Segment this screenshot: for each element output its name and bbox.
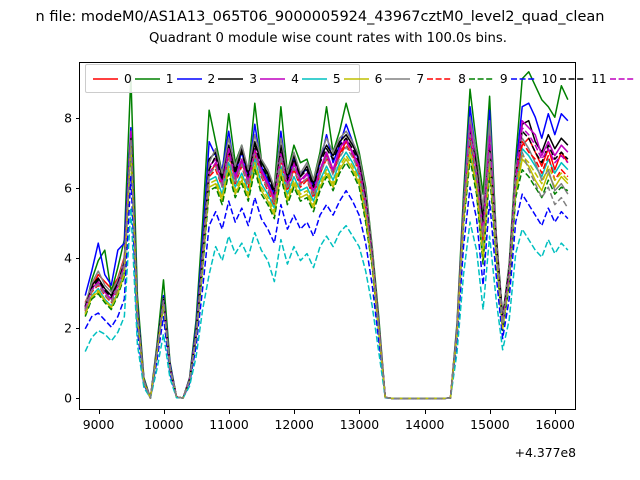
x-tick-label: 10000 [144, 417, 184, 432]
x-tick-mark [555, 410, 557, 414]
legend-entry-8[interactable]: 8 [426, 70, 466, 87]
series-line-15 [84, 133, 569, 400]
legend-swatch-3 [217, 74, 244, 84]
x-axis-offset-label: +4.377e8 [514, 445, 576, 460]
legend-entry-10[interactable]: 10 [510, 70, 558, 87]
legend-entry-5[interactable]: 5 [301, 70, 341, 87]
legend-label-10: 10 [541, 71, 558, 86]
y-tick-mark [75, 187, 79, 189]
y-tick-mark [75, 117, 79, 119]
x-tick-mark [294, 410, 296, 414]
legend-entry-6[interactable]: 6 [343, 70, 383, 87]
legend-swatch-0 [92, 74, 119, 84]
legend-entries: 0123456789101112131415 [92, 70, 635, 87]
legend-entry-11[interactable]: 11 [559, 70, 607, 87]
y-tick-mark [75, 327, 79, 329]
legend-swatch-12 [609, 74, 636, 84]
legend-label-7: 7 [416, 71, 425, 86]
y-tick-label: 0 [64, 390, 72, 406]
legend-entry-12[interactable]: 12 [609, 70, 640, 87]
x-tick-mark [163, 410, 165, 414]
legend-label-5: 5 [332, 71, 341, 86]
series-line-1 [84, 70, 569, 400]
x-tick-label: 12000 [274, 417, 314, 432]
legend-swatch-11 [559, 74, 586, 84]
legend-label-6: 6 [374, 71, 383, 86]
chart-legend[interactable]: 0123456789101112131415 [85, 64, 635, 93]
y-tick-mark [75, 257, 79, 259]
legend-swatch-4 [259, 74, 286, 84]
legend-swatch-5 [301, 74, 328, 84]
chart-title: Quadrant 0 module wise count rates with … [149, 31, 507, 46]
x-tick-mark [359, 410, 361, 414]
y-tick-label: 6 [64, 180, 72, 196]
x-tick-label: 13000 [339, 417, 380, 432]
series-line-10 [84, 175, 569, 400]
x-tick-label: 14000 [404, 417, 445, 432]
legend-entry-7[interactable]: 7 [384, 70, 424, 87]
chart-lines-svg [84, 70, 569, 400]
legend-swatch-8 [426, 74, 453, 84]
x-tick-label: 16000 [535, 417, 575, 432]
series-line-6 [84, 144, 569, 400]
legend-label-3: 3 [249, 71, 258, 86]
legend-label-8: 8 [458, 71, 466, 86]
plot-axes [79, 62, 576, 410]
legend-swatch-2 [176, 74, 203, 84]
x-tick-label: 9000 [82, 417, 115, 432]
legend-entry-2[interactable]: 2 [176, 70, 216, 87]
x-tick-mark [98, 410, 100, 414]
legend-swatch-9 [468, 74, 495, 84]
legend-label-2: 2 [207, 71, 216, 86]
y-tick-label: 8 [64, 110, 72, 126]
y-tick-mark [75, 397, 79, 399]
figure-suptitle: n file: modeM0/AS1A13_065T06_9000005924_… [35, 9, 605, 25]
x-tick-mark [489, 410, 491, 414]
legend-entry-1[interactable]: 1 [134, 70, 174, 87]
legend-swatch-6 [343, 74, 370, 84]
legend-swatch-7 [384, 74, 411, 84]
y-tick-label: 2 [64, 320, 72, 336]
x-tick-mark [229, 410, 230, 414]
y-tick-label: 4 [64, 250, 72, 266]
legend-label-0: 0 [124, 71, 132, 86]
series-line-13 [84, 207, 569, 400]
legend-entry-4[interactable]: 4 [259, 70, 299, 87]
legend-entry-0[interactable]: 0 [92, 70, 132, 87]
legend-label-1: 1 [165, 71, 174, 86]
legend-label-9: 9 [499, 71, 508, 86]
legend-entry-3[interactable]: 3 [217, 70, 257, 87]
legend-swatch-10 [510, 74, 537, 84]
x-tick-label: 11000 [209, 417, 249, 432]
x-tick-mark [424, 410, 426, 414]
legend-label-4: 4 [291, 71, 299, 86]
legend-entry-9[interactable]: 9 [468, 70, 508, 87]
legend-label-11: 11 [591, 71, 607, 86]
x-tick-label: 15000 [470, 417, 510, 432]
legend-swatch-1 [134, 74, 161, 84]
